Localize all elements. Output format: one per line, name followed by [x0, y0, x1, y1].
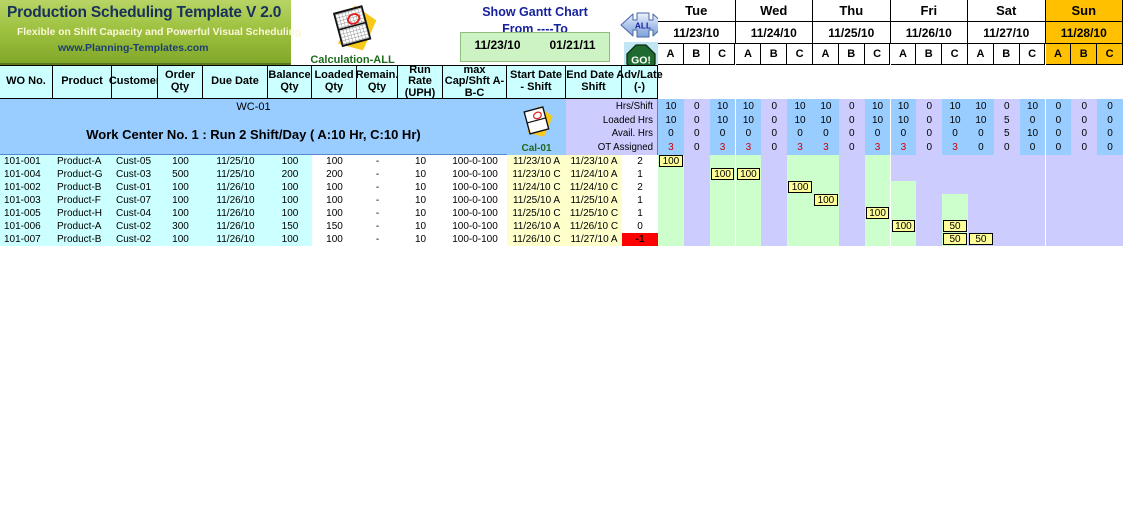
svg-text:ALL: ALL [635, 21, 651, 31]
